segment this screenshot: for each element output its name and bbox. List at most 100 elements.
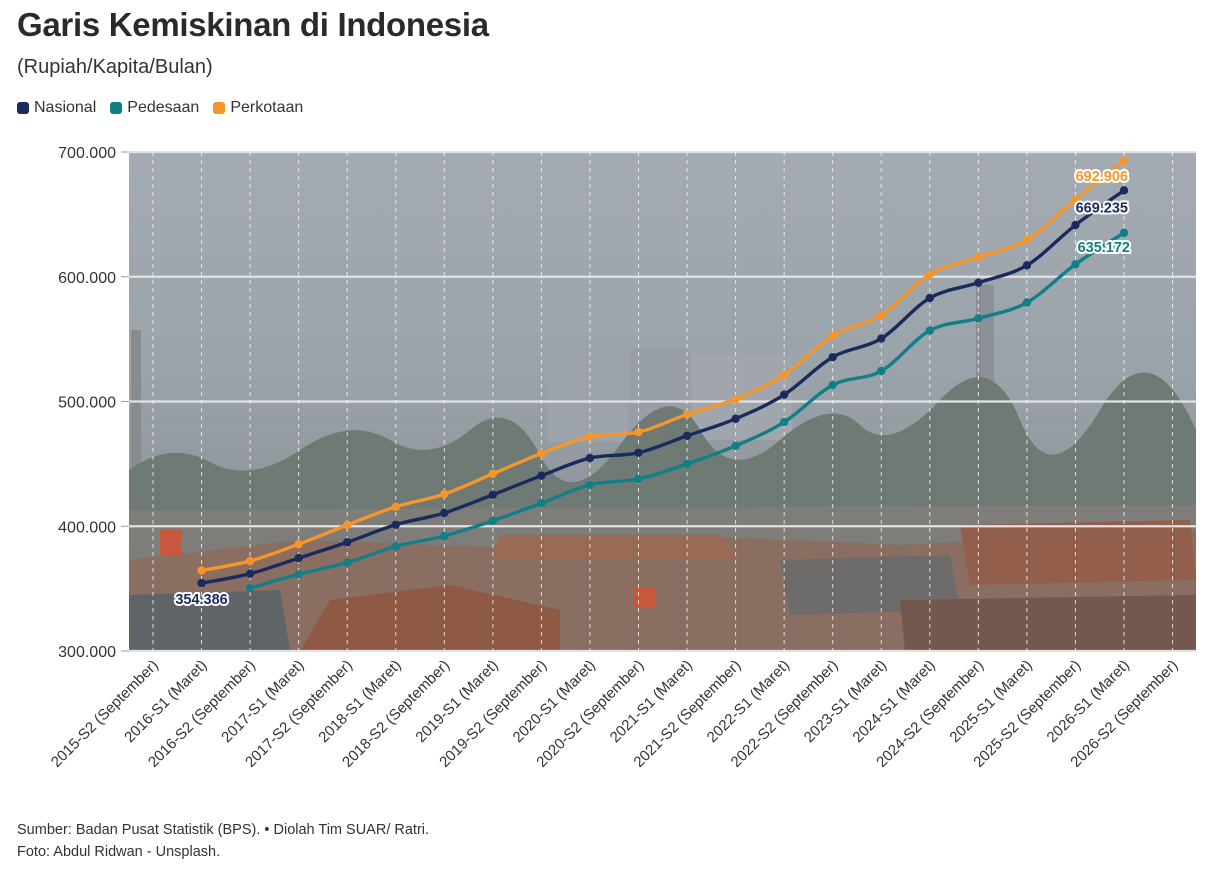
data-point-pedesaan xyxy=(537,498,546,508)
data-labels: 354.386 669.235 635.172 692.906 xyxy=(173,167,1132,610)
water-tank xyxy=(634,588,656,608)
data-point-nasional xyxy=(391,520,400,529)
data-point-pedesaan xyxy=(1071,260,1080,269)
legend-label-perkotaan: Perkotaan xyxy=(230,99,304,116)
data-label-nasional: 354.386 xyxy=(175,592,227,608)
data-point-perkotaan xyxy=(294,539,303,549)
data-point-perkotaan xyxy=(731,394,740,404)
data-point-nasional xyxy=(197,578,206,588)
x-tick-label: 2025-S1 (Maret) xyxy=(946,657,1035,746)
data-point-perkotaan xyxy=(877,310,886,320)
data-point-pedesaan xyxy=(488,516,498,525)
data-point-nasional xyxy=(828,352,837,362)
data-point-perkotaan xyxy=(974,252,983,262)
data-label-pedesaan: 635.172 xyxy=(1078,240,1130,256)
data-point-nasional xyxy=(682,431,692,440)
roof-tiles xyxy=(960,520,1196,585)
data-point-pedesaan xyxy=(1119,228,1129,238)
building xyxy=(548,352,628,442)
x-tick-label: 2016-S1 (Maret) xyxy=(121,657,210,746)
data-point-pedesaan xyxy=(294,570,303,579)
x-tick-label: 2021-S1 (Maret) xyxy=(607,657,696,746)
data-point-pedesaan xyxy=(779,417,789,427)
legend-swatch-perkotaan xyxy=(213,102,226,114)
data-point-nasional xyxy=(245,569,255,578)
roof-tiles xyxy=(490,535,740,560)
data-point-nasional xyxy=(1022,261,1032,270)
legend: Nasional Pedesaan Perkotaan xyxy=(17,99,303,117)
y-tick-label: 400.000 xyxy=(58,519,116,536)
y-tick-label: 600.000 xyxy=(58,270,116,287)
roof-tiles xyxy=(900,595,1196,651)
legend-swatch-pedesaan xyxy=(110,102,123,114)
data-point-pedesaan xyxy=(245,583,255,593)
y-tick-label: 500.000 xyxy=(58,395,116,412)
data-point-perkotaan xyxy=(925,270,934,279)
data-point-pedesaan xyxy=(828,380,837,390)
x-tick-label: 2024-S1 (Maret) xyxy=(849,657,938,746)
data-point-perkotaan xyxy=(828,331,837,341)
data-point-nasional xyxy=(974,278,983,287)
data-point-nasional xyxy=(294,553,303,563)
photo-credit: Foto: Abdul Ridwan - Unsplash. xyxy=(17,844,221,860)
data-point-nasional xyxy=(537,471,546,480)
data-point-perkotaan xyxy=(440,489,449,499)
data-point-perkotaan xyxy=(585,432,595,441)
data-point-perkotaan xyxy=(1022,235,1032,245)
chart-subtitle: (Rupiah/Kapita/Bulan) xyxy=(17,56,213,78)
data-point-nasional xyxy=(440,508,449,518)
legend-item-pedesaan[interactable]: Pedesaan xyxy=(110,99,199,117)
data-point-pedesaan xyxy=(731,441,740,451)
water-tank xyxy=(160,530,182,555)
series-line-nasional xyxy=(201,188,1125,585)
x-tick-label: 2020-S1 (Maret) xyxy=(510,657,599,746)
data-point-perkotaan xyxy=(391,502,400,511)
data-point-pedesaan xyxy=(877,366,886,376)
chart-title: Garis Kemiskinan di Indonesia xyxy=(17,6,489,43)
data-point-nasional xyxy=(731,414,740,423)
data-point-perkotaan xyxy=(779,370,789,379)
legend-label-nasional: Nasional xyxy=(34,99,97,116)
data-point-perkotaan xyxy=(634,427,643,437)
x-tick-label: 2017-S1 (Maret) xyxy=(218,657,307,746)
grid xyxy=(129,150,1196,653)
legend-label-pedesaan: Pedesaan xyxy=(127,99,200,116)
data-point-pedesaan xyxy=(925,326,934,335)
data-point-nasional xyxy=(1071,220,1080,230)
data-point-pedesaan xyxy=(585,480,595,489)
data-point-nasional xyxy=(1119,186,1129,195)
data-point-perkotaan xyxy=(682,410,692,419)
x-axis: 2015-S2 (September)2016-S1 (Maret)2016-S… xyxy=(48,657,1182,771)
data-point-pedesaan xyxy=(440,531,449,541)
x-tick-label: 2026-S1 (Maret) xyxy=(1044,657,1133,746)
data-point-pedesaan xyxy=(634,474,643,484)
data-label-nasional: 669.235 xyxy=(1076,200,1128,216)
x-tick-label: 2023-S1 (Maret) xyxy=(801,657,890,746)
data-label-perkotaan: 692.906 xyxy=(1076,169,1128,185)
data-point-pedesaan xyxy=(343,558,352,567)
tower xyxy=(131,330,141,480)
data-point-perkotaan xyxy=(1119,156,1129,166)
x-tick-label: 2019-S1 (Maret) xyxy=(412,657,501,746)
data-point-nasional xyxy=(779,390,789,399)
y-tick-label: 300.000 xyxy=(58,644,116,661)
data-point-pedesaan xyxy=(974,314,983,323)
y-axis: 300.000 400.000 500.000 600.000 700.000 xyxy=(58,145,129,661)
source-line: Sumber: Badan Pusat Statistik (BPS). • D… xyxy=(17,822,430,838)
data-point-pedesaan xyxy=(391,542,400,551)
legend-item-nasional[interactable]: Nasional xyxy=(17,99,96,117)
roof-tiles xyxy=(300,585,560,651)
data-point-nasional xyxy=(585,453,595,463)
data-point-perkotaan xyxy=(245,556,255,566)
source-note: Sumber: Badan Pusat Statistik (BPS). • D… xyxy=(17,819,429,863)
data-point-pedesaan xyxy=(1022,298,1032,307)
data-point-nasional xyxy=(877,334,886,343)
x-tick-label: 2022-S1 (Maret) xyxy=(704,657,793,746)
data-point-pedesaan xyxy=(682,459,692,469)
legend-swatch-nasional xyxy=(17,102,29,114)
data-point-perkotaan xyxy=(537,449,546,458)
series-line-perkotaan xyxy=(201,159,1126,573)
data-point-perkotaan xyxy=(488,469,498,478)
data-point-nasional xyxy=(925,293,934,303)
legend-item-perkotaan[interactable]: Perkotaan xyxy=(213,99,303,117)
